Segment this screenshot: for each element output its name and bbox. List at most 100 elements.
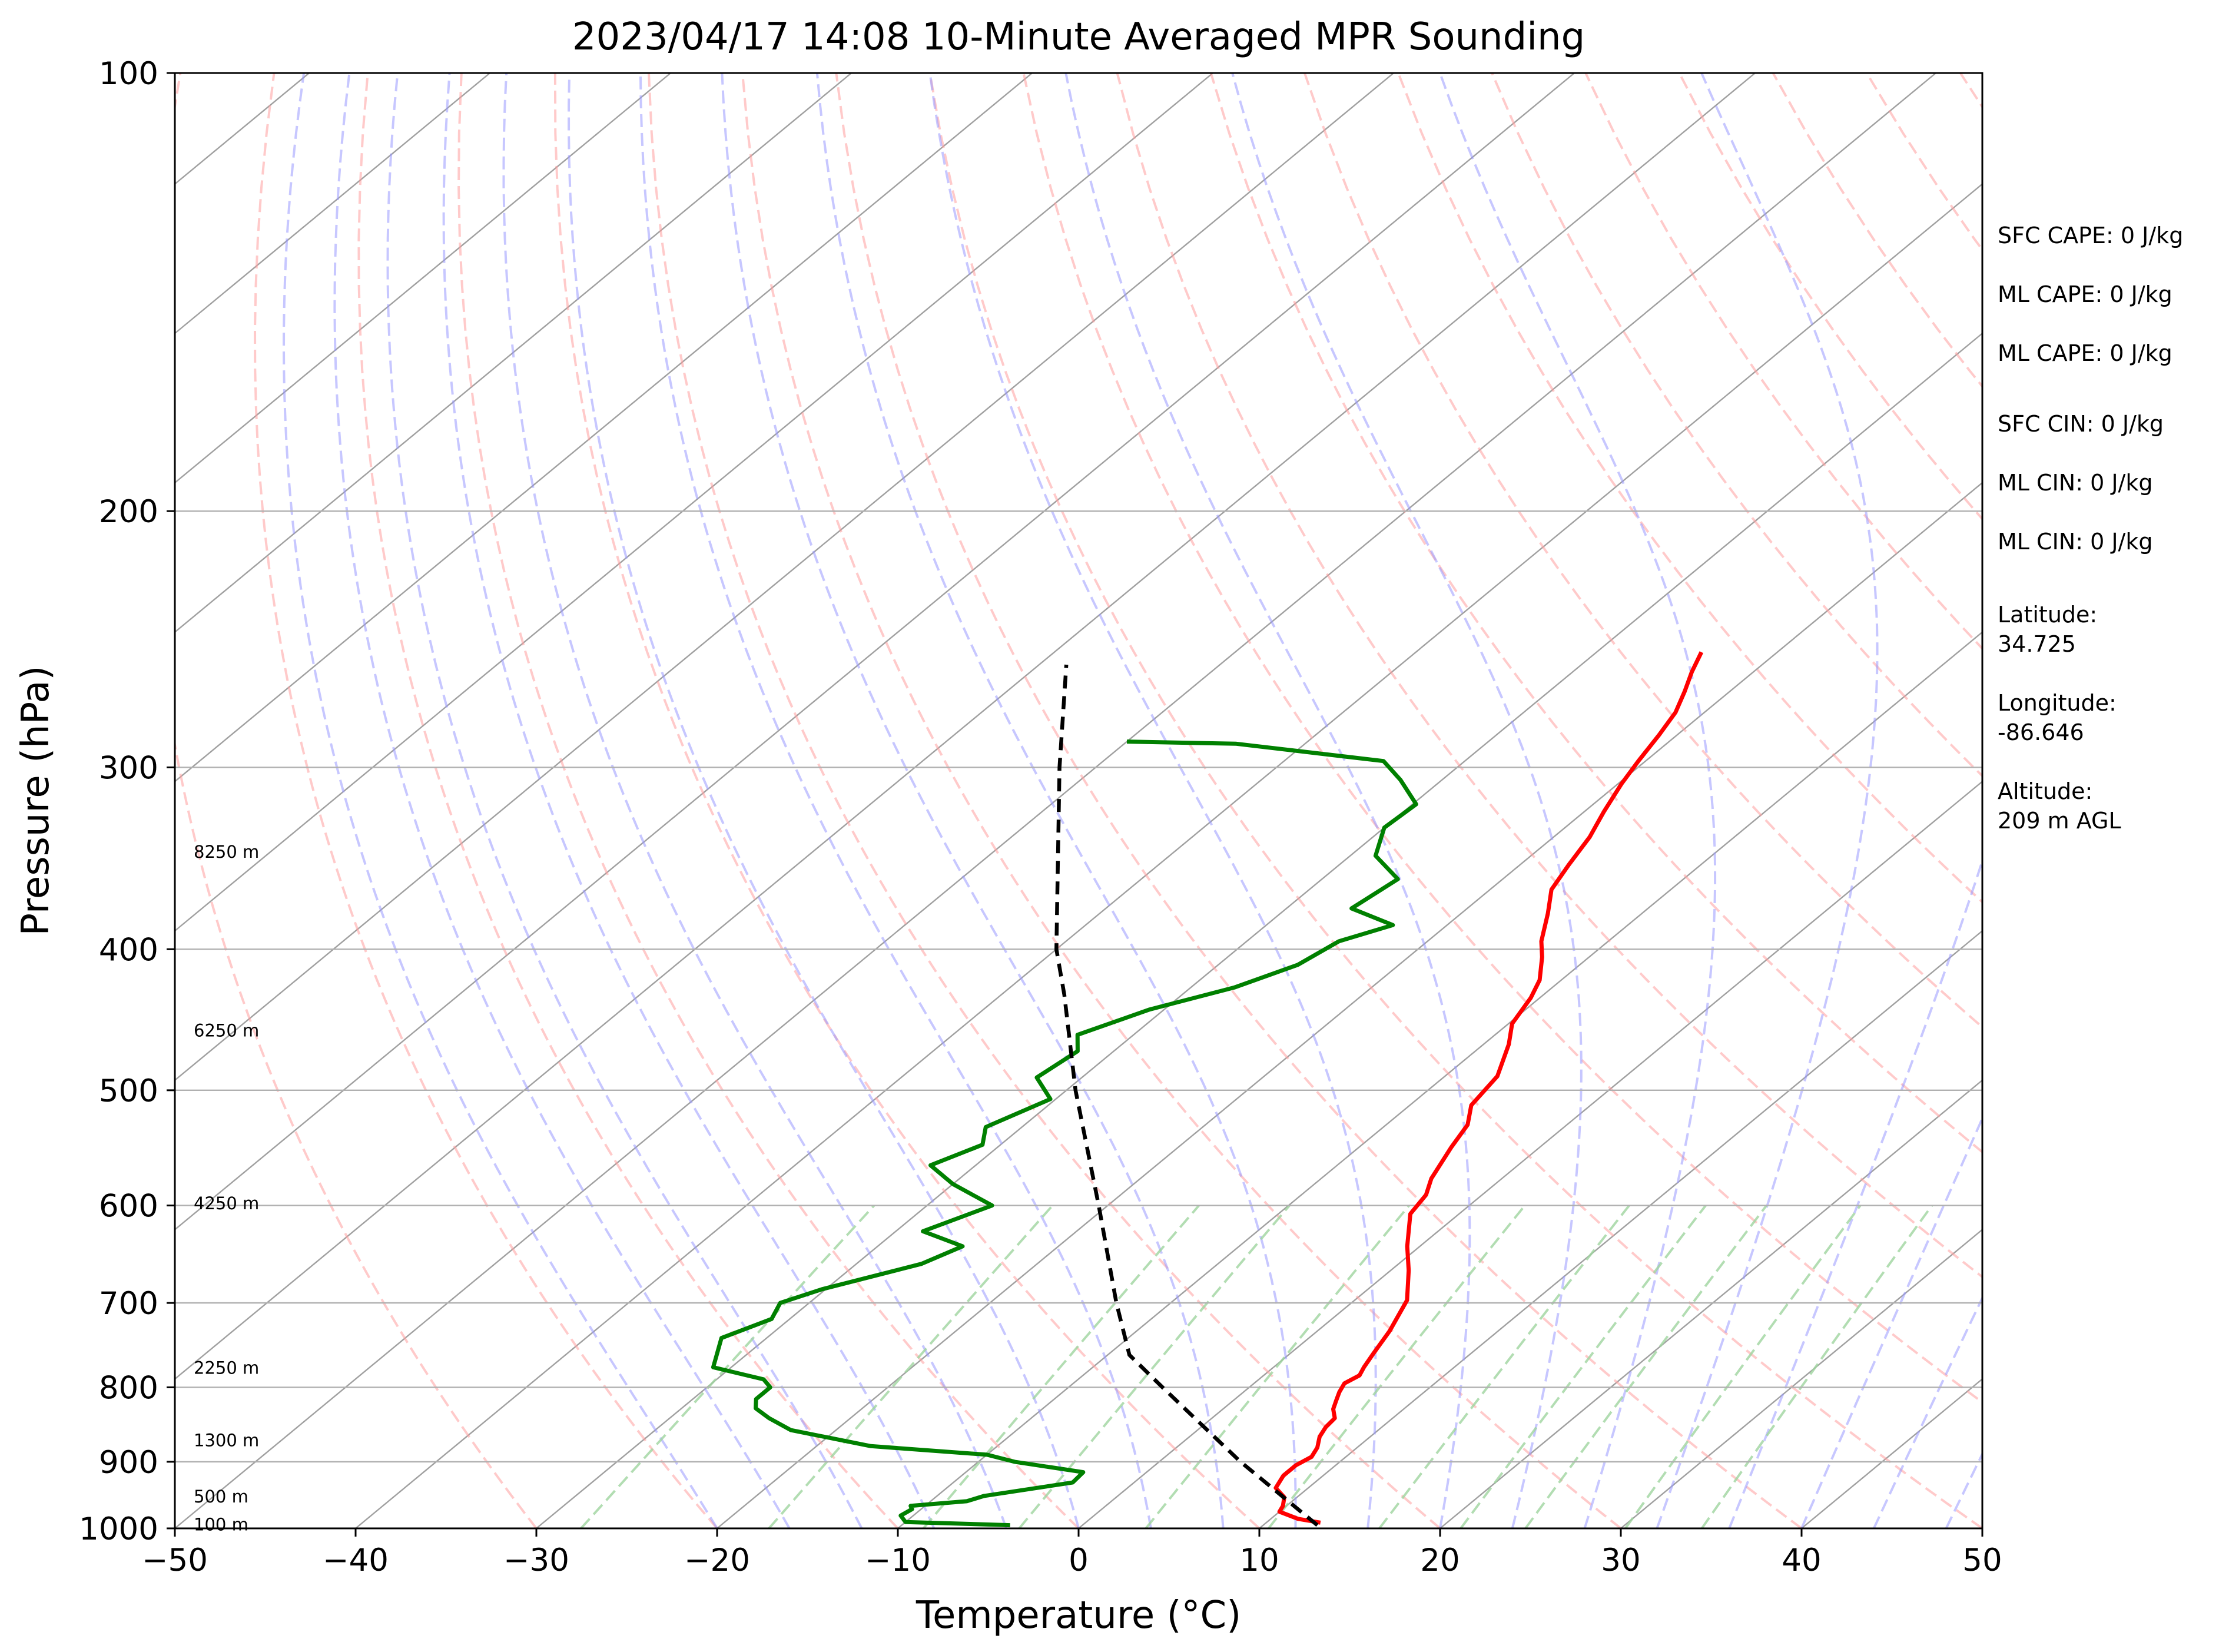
moist-adiabat-line — [639, 73, 1152, 1528]
moist-adiabat-line — [815, 73, 1297, 1528]
y-tick-label: 100 — [99, 56, 158, 92]
x-tick-label: 0 — [1069, 1542, 1089, 1578]
dry-adiabat-line — [253, 73, 718, 1528]
dry-adiabat-line — [1209, 73, 1982, 1154]
x-tick-label: 50 — [1962, 1542, 2002, 1578]
isotherm-line — [175, 73, 1575, 1231]
x-tick-label: 20 — [1420, 1542, 1460, 1578]
mixing-ratio-line — [922, 1205, 1200, 1528]
x-tick-label: −20 — [684, 1542, 750, 1578]
y-tick-label: 1000 — [79, 1511, 158, 1547]
longitude-value: -86.646 — [1998, 719, 2084, 745]
dewpoint-line — [711, 739, 1418, 1528]
height-label: 500 m — [194, 1487, 248, 1507]
dry-adiabat-line — [648, 73, 1441, 1528]
x-tick-label: −30 — [503, 1542, 569, 1578]
y-tick-label: 800 — [99, 1370, 158, 1406]
y-axis-label: Pressure (hPa) — [14, 665, 58, 936]
sfc-cin-text: SFC CIN: 0 J/kg — [1998, 411, 2164, 437]
isotherm-line — [175, 73, 1756, 1380]
height-labels: 100 m 500 m 1300 m 2250 m 4250 m 6250 m 8250 m — [194, 842, 259, 1534]
isotherm-line — [717, 482, 1982, 1528]
dry-adiabat-line — [1491, 73, 1982, 778]
isotherm-line — [175, 73, 852, 633]
y-tick-label: 600 — [99, 1189, 158, 1225]
moist-adiabat-line — [1656, 73, 1879, 1528]
isotherm-line — [175, 73, 671, 484]
isotherm-line — [1259, 930, 1982, 1528]
y-tick-label: 400 — [99, 932, 158, 968]
moist-adiabat-line — [386, 73, 863, 1528]
dry-adiabat-line — [741, 73, 1622, 1528]
ml-cape-text: ML CAPE: 0 J/kg — [1998, 281, 2172, 307]
y-tick-label: 900 — [99, 1445, 158, 1481]
sounding-profiles — [711, 651, 1704, 1528]
mixing-ratio-line — [768, 1205, 1054, 1528]
dry-adiabat-line — [175, 73, 538, 1528]
isotherm-line — [175, 73, 490, 334]
isotherm-line — [175, 73, 1033, 782]
isotherm-line — [897, 631, 1982, 1528]
moist-adiabat-line — [1872, 1295, 1982, 1528]
moist-adiabat-line — [1728, 857, 1982, 1528]
y-tick-label: 700 — [99, 1286, 158, 1322]
ml-cin-text: ML CIN: 0 J/kg — [1998, 470, 2152, 496]
longitude-label: Longitude: — [1998, 690, 2117, 716]
dry-adiabat-line — [928, 73, 1982, 1528]
x-axis-label: Temperature (°C) — [916, 1594, 1241, 1637]
altitude-label: Altitude: — [1998, 778, 2092, 804]
moist-adiabat-line — [568, 73, 1080, 1528]
x-axis: −50 −40 −30 −20 −10 0 10 20 30 40 50 — [142, 1528, 2002, 1578]
x-tick-label: −50 — [142, 1542, 208, 1578]
dry-adiabat-line — [457, 73, 1080, 1528]
ml-cape-text-2: ML CAPE: 0 J/kg — [1998, 340, 2172, 366]
dry-adiabat-line — [835, 73, 1803, 1528]
latitude-value: 34.725 — [1998, 631, 2076, 657]
moist-adiabat-line — [442, 73, 936, 1528]
dry-adiabat-line — [1022, 73, 1982, 1404]
ml-cin-text-2: ML CIN: 0 J/kg — [1998, 529, 2152, 555]
isotherm-line — [175, 73, 1213, 932]
info-panel: SFC CAPE: 0 J/kg ML CAPE: 0 J/kg ML CAPE… — [1998, 223, 2183, 834]
dry-adiabat-line — [1303, 73, 1982, 1029]
y-axis: 1000 900 800 700 600 500 400 300 200 100 — [79, 56, 175, 1547]
isotherm-line — [355, 183, 1982, 1528]
x-tick-label: 30 — [1601, 1542, 1640, 1578]
y-tick-label: 200 — [99, 494, 158, 530]
parcel-profile-line — [1054, 664, 1319, 1527]
height-label: 6250 m — [194, 1021, 259, 1041]
moist-adiabat-line — [1231, 73, 1583, 1528]
isotherm-line — [1078, 780, 1982, 1528]
moist-adiabat-line — [333, 73, 791, 1528]
chart-title: 2023/04/17 14:08 10-Minute Averaged MPR … — [572, 15, 1585, 59]
altitude-value: 209 m AGL — [1998, 808, 2121, 834]
temperature-line — [1273, 651, 1704, 1525]
isotherm-line — [175, 73, 1936, 1528]
height-label: 100 m — [194, 1515, 248, 1535]
moist-adiabat-line — [721, 73, 1225, 1528]
isotherm-line — [1439, 1079, 1982, 1528]
latitude-label: Latitude: — [1998, 602, 2097, 628]
x-tick-label: 40 — [1782, 1542, 1821, 1578]
isotherm-line — [175, 73, 1394, 1082]
sfc-cape-text: SFC CAPE: 0 J/kg — [1998, 223, 2183, 248]
height-label: 8250 m — [194, 842, 259, 862]
x-tick-label: −10 — [865, 1542, 931, 1578]
moist-adiabat-line — [1438, 73, 1717, 1528]
dry-adiabat-line — [553, 73, 1261, 1528]
y-tick-label: 500 — [99, 1073, 158, 1109]
moist-adiabat-line — [1064, 73, 1471, 1528]
height-label: 1300 m — [194, 1430, 259, 1450]
isotherm-line — [1620, 1229, 1982, 1528]
moist-adiabat-line — [502, 73, 1008, 1528]
moist-adiabat-line — [282, 73, 718, 1528]
height-label: 2250 m — [194, 1358, 259, 1378]
dry-adiabat-line — [357, 73, 899, 1528]
background-lines — [175, 73, 1982, 1528]
x-tick-label: −40 — [323, 1542, 389, 1578]
height-label: 4250 m — [194, 1193, 259, 1213]
moist-adiabat-line — [928, 73, 1377, 1528]
y-tick-label: 300 — [99, 750, 158, 786]
